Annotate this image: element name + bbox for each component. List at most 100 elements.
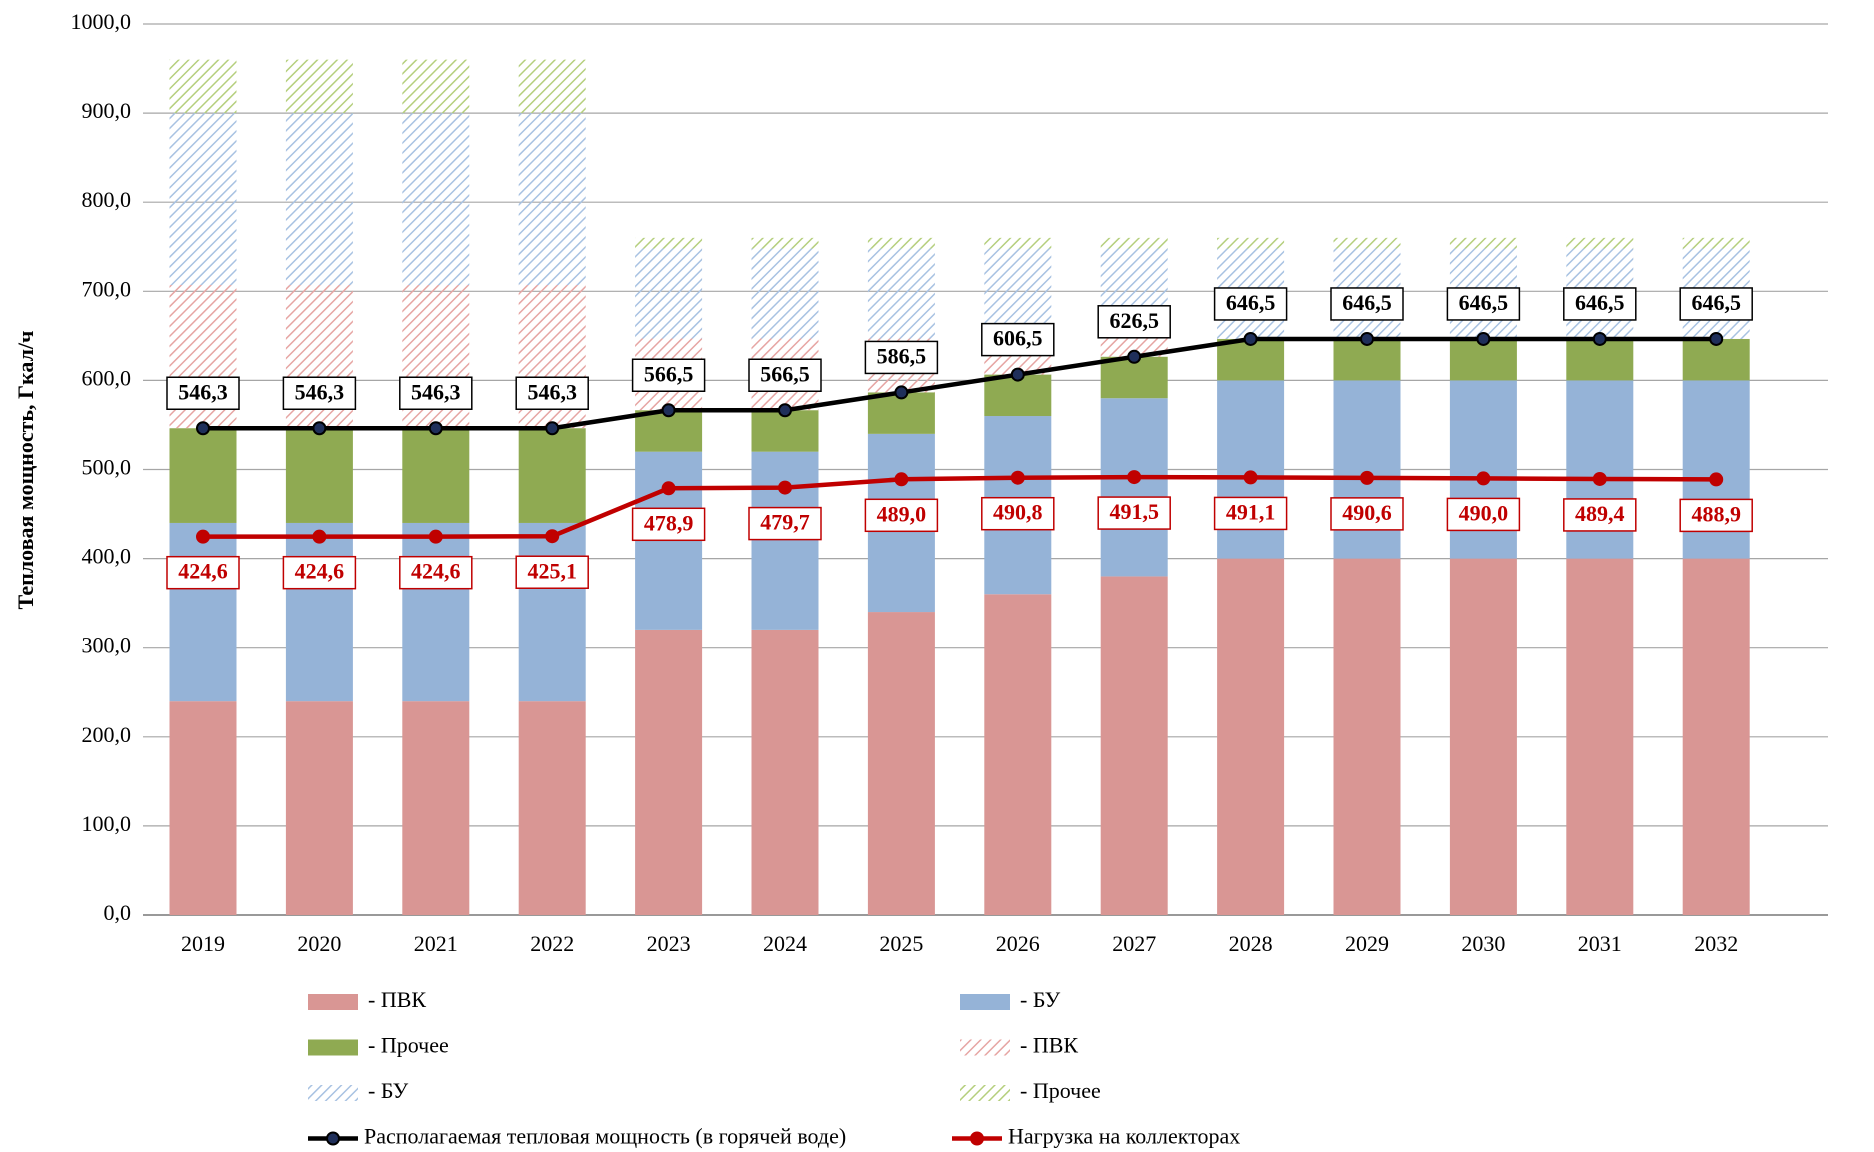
y-tick-label: 300,0 — [82, 633, 132, 658]
bar-segment — [1100, 398, 1168, 577]
data-label-box — [1330, 287, 1404, 321]
bar-segment — [1217, 558, 1285, 915]
line-marker — [545, 529, 560, 544]
bar-segment — [751, 629, 819, 915]
line-marker — [778, 403, 792, 418]
bar-segment — [169, 522, 237, 702]
y-tick-label: 500,0 — [82, 455, 132, 480]
data-label: 490,8 — [993, 500, 1043, 525]
line-marker — [1709, 472, 1724, 487]
legend-marker — [970, 1131, 984, 1146]
bar-segment — [518, 113, 586, 286]
line-marker — [1127, 349, 1142, 364]
data-label-box — [1330, 497, 1404, 531]
data-label: 546,3 — [411, 379, 461, 404]
bar-segment — [635, 237, 703, 249]
data-label: 478,9 — [644, 510, 694, 535]
data-label: 646,5 — [1342, 290, 1392, 315]
data-label-box — [1213, 287, 1288, 321]
bar-segment — [635, 248, 703, 339]
legend-swatch — [960, 1039, 1010, 1056]
line-marker — [894, 385, 909, 400]
line-marker — [1476, 471, 1491, 486]
line-marker — [428, 529, 443, 544]
data-label: 646,5 — [1459, 290, 1509, 315]
data-label: 424,6 — [178, 559, 228, 584]
data-label-box — [166, 376, 240, 410]
bar-segment — [1566, 558, 1634, 915]
bar-segment — [1100, 576, 1168, 915]
x-tick-label: 2025 — [879, 931, 923, 956]
data-label: 425,1 — [527, 558, 577, 583]
line-marker — [1243, 331, 1258, 346]
data-label: 490,6 — [1342, 500, 1392, 525]
bar-segment — [1566, 237, 1634, 249]
data-label: 491,5 — [1109, 499, 1159, 524]
data-label-box — [631, 507, 706, 542]
data-label: 546,3 — [178, 379, 228, 404]
data-label-box — [515, 555, 589, 589]
bar-segment — [402, 522, 470, 702]
data-label: 606,5 — [993, 326, 1043, 351]
bar-segment — [984, 594, 1052, 915]
bar-segment — [867, 248, 935, 339]
y-axis-title: Тепловая мощность, Гкал/ч — [13, 331, 38, 610]
data-label-box — [981, 496, 1055, 531]
line-marker — [661, 481, 676, 496]
bar-segment — [751, 451, 819, 630]
line-marker — [1243, 470, 1258, 485]
data-label: 646,5 — [1226, 290, 1276, 315]
data-label-box — [1563, 287, 1637, 321]
x-tick-label: 2019 — [181, 931, 225, 956]
data-label-box — [1097, 496, 1171, 530]
line-marker — [1592, 331, 1607, 346]
data-label: 646,5 — [1575, 290, 1625, 315]
data-label: 566,5 — [760, 361, 810, 386]
data-label-box — [515, 376, 589, 410]
data-label-box — [399, 555, 473, 590]
legend-label: - ПВК — [368, 987, 426, 1012]
line-marker — [1476, 331, 1491, 346]
bar-segment — [518, 59, 586, 114]
x-tick-label: 2028 — [1229, 931, 1273, 956]
line-marker — [196, 529, 210, 544]
line-marker — [545, 421, 560, 436]
bar-segment — [285, 522, 353, 702]
bar-segment — [1682, 237, 1750, 249]
bar-segment — [1449, 237, 1517, 249]
legend-swatch — [960, 994, 1010, 1010]
bar-segment — [169, 113, 237, 286]
data-label: 626,5 — [1109, 308, 1159, 333]
legend-label: Располагаемая тепловая мощность (в горяч… — [364, 1124, 846, 1149]
x-tick-label: 2024 — [763, 931, 807, 956]
x-tick-label: 2027 — [1112, 931, 1156, 956]
data-label: 488,9 — [1691, 501, 1741, 526]
x-tick-label: 2023 — [647, 931, 691, 956]
x-tick-label: 2022 — [530, 931, 574, 956]
y-tick-label: 400,0 — [82, 544, 132, 569]
x-tick-label: 2031 — [1578, 931, 1622, 956]
line-marker — [1709, 331, 1724, 346]
data-label-box — [166, 555, 240, 590]
data-label: 586,5 — [877, 343, 927, 368]
line — [203, 336, 1717, 431]
bar-segment — [402, 59, 470, 114]
bar-segment — [984, 237, 1052, 249]
line-marker — [1010, 470, 1025, 485]
bar-segment — [1100, 237, 1168, 249]
data-label-box — [282, 555, 357, 590]
data-label-box — [1563, 498, 1637, 532]
bar-segment — [402, 428, 470, 523]
bar-segment — [751, 248, 819, 339]
bar-segment — [751, 237, 819, 249]
data-label: 424,6 — [411, 559, 461, 584]
y-tick-label: 600,0 — [82, 365, 132, 390]
y-tick-label: 900,0 — [82, 98, 132, 123]
bar-segment — [1333, 237, 1401, 249]
legend-label: - Прочее — [368, 1033, 449, 1058]
bar-segment — [867, 612, 935, 915]
bar-segment — [402, 701, 470, 915]
data-label: 479,7 — [760, 510, 810, 535]
y-tick-label: 800,0 — [82, 187, 132, 212]
y-tick-label: 100,0 — [82, 811, 132, 836]
